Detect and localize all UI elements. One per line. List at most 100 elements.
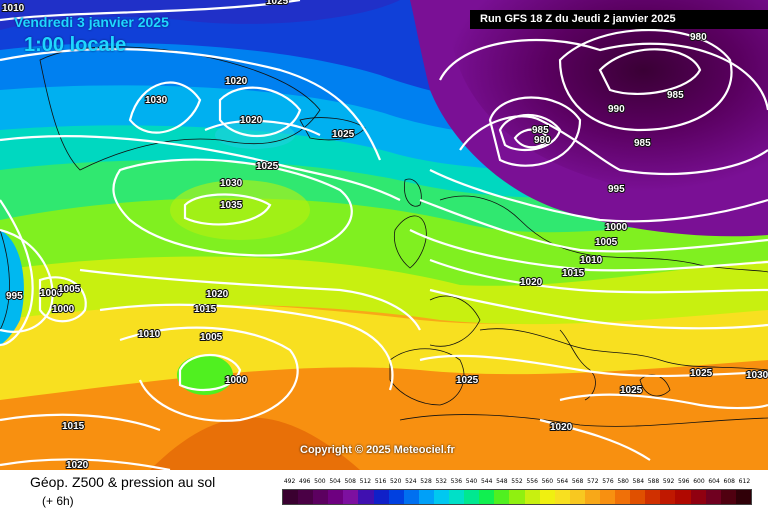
legend-tick-label: 528 [420, 478, 432, 485]
isobar-label: 995 [6, 291, 23, 302]
legend-tick-label: 564 [556, 478, 569, 485]
legend-tick-label: 520 [389, 478, 402, 485]
legend-swatch [403, 490, 419, 504]
isobar-label: 1015 [562, 268, 585, 279]
isobar-label: 1020 [225, 76, 248, 87]
legend-tick-label: 600 [693, 478, 705, 485]
coastlines [0, 46, 768, 427]
legend-swatch [554, 490, 570, 504]
legend-tick-label: 596 [678, 478, 690, 485]
forecast-offset: (+ 6h) [42, 494, 74, 508]
isobar-label: 1035 [220, 200, 243, 211]
isobar-label: 1025 [266, 0, 289, 7]
legend-swatch [358, 490, 374, 504]
legend-tick-label: 592 [662, 478, 675, 485]
isobar-label: 1020 [550, 422, 573, 433]
legend-swatch [313, 490, 329, 504]
isobar-label: 1005 [595, 237, 618, 248]
legend-swatch [690, 490, 706, 504]
legend-tick-label: 568 [571, 478, 584, 485]
legend-tick-label: 588 [647, 478, 660, 485]
legend-swatch [328, 490, 344, 504]
isobar-label: 1005 [58, 284, 81, 295]
legend-swatch [539, 490, 555, 504]
isobar-label: 1025 [256, 161, 279, 172]
legend-swatch [645, 490, 661, 504]
legend-swatch [524, 490, 540, 504]
isobar-label: 1010 [580, 255, 603, 266]
legend-tick-label: 548 [496, 478, 508, 485]
legend-swatch [705, 490, 721, 504]
legend-tick-label: 516 [374, 478, 387, 485]
isobar-labels: 1025 1010 1030 1020 1020 1025 1025 1030 … [1, 0, 768, 470]
isobar-label: 1015 [62, 421, 85, 432]
isobar-lines [0, 0, 768, 470]
legend-swatch [464, 490, 480, 504]
legend-tick-label: 496 [299, 478, 311, 485]
legend-tick-label: 544 [480, 478, 493, 485]
isobar-label: 1000 [605, 222, 628, 233]
legend-tick-label: 608 [723, 478, 735, 485]
legend-swatch [675, 490, 691, 504]
legend-tick-label: 556 [526, 478, 538, 485]
legend-tick-labels: 492 496 500 504 508 512 516 520 524 528 532 536 540 5… [282, 478, 752, 488]
legend-swatch [494, 490, 510, 504]
legend-swatch [343, 490, 359, 504]
legend-swatch [599, 490, 616, 504]
legend-tick-label: 604 [708, 478, 720, 485]
legend-tick-label: 524 [405, 478, 417, 485]
legend-tick-label: 572 [587, 478, 599, 485]
legend-tick-label: 540 [465, 478, 478, 485]
isobar-label: 980 [690, 32, 707, 43]
isobar-label: 1020 [66, 460, 89, 470]
legend-swatch [388, 490, 404, 504]
legend-swatch [449, 490, 465, 504]
isobar-label: 1015 [194, 304, 217, 315]
legend-tick-label: 580 [617, 478, 629, 485]
isobar-label: 1025 [620, 385, 643, 396]
legend-swatch [509, 490, 525, 504]
legend-swatch [735, 490, 751, 504]
isobar-label: 1000 [52, 304, 75, 315]
model-run-label: Run GFS 18 Z du Jeudi 2 janvier 2025 [470, 10, 768, 29]
legend-tick-label: 512 [359, 478, 372, 485]
isobar-label: 1025 [332, 129, 355, 140]
geopotential-field [0, 0, 768, 470]
valid-date: Vendredi 3 janvier 2025 [14, 14, 169, 30]
isobar-label: 1010 [2, 3, 25, 14]
legend-tick-label: 508 [344, 478, 356, 485]
legend-tick-label: 576 [602, 478, 614, 485]
color-legend [282, 489, 752, 505]
legend-tick-label: 492 [283, 478, 296, 485]
isobar-label: 980 [534, 135, 551, 146]
isobar-label: 985 [532, 125, 549, 136]
isobar-label: 985 [634, 138, 651, 149]
isobar-label: 1020 [240, 115, 263, 126]
legend-tick-label: 532 [435, 478, 447, 485]
legend-swatch [373, 490, 389, 504]
isobar-label: 1025 [456, 375, 479, 386]
chart-title: Géop. Z500 & pression au sol [30, 474, 216, 490]
isobar-label: 1010 [138, 329, 161, 340]
legend-swatch [584, 490, 600, 504]
legend-swatch [418, 490, 434, 504]
isobar-label: 1030 [746, 370, 768, 381]
legend-swatch [660, 490, 676, 504]
legend-tick-label: 560 [541, 478, 554, 485]
copyright-text: Copyright © 2025 Meteociel.fr [300, 444, 455, 456]
legend-tick-label: 612 [738, 478, 751, 485]
legend-swatch [283, 490, 299, 504]
isobar-label: 995 [608, 184, 625, 195]
legend-swatch [433, 490, 450, 504]
legend-swatch [569, 490, 585, 504]
legend-tick-label: 500 [314, 478, 326, 485]
forecast-map: 1025 1010 1030 1020 1020 1025 1025 1030 … [0, 0, 768, 470]
map-canvas: 1025 1010 1030 1020 1020 1025 1025 1030 … [0, 0, 768, 470]
isobar-label: 990 [608, 104, 625, 115]
legend-tick-label: 552 [511, 478, 523, 485]
isobar-label: 1025 [690, 368, 713, 379]
legend-swatch [720, 490, 736, 504]
isobar-label: 1000 [225, 375, 248, 386]
legend-tick-label: 584 [632, 478, 645, 485]
legend-swatch [615, 490, 631, 504]
